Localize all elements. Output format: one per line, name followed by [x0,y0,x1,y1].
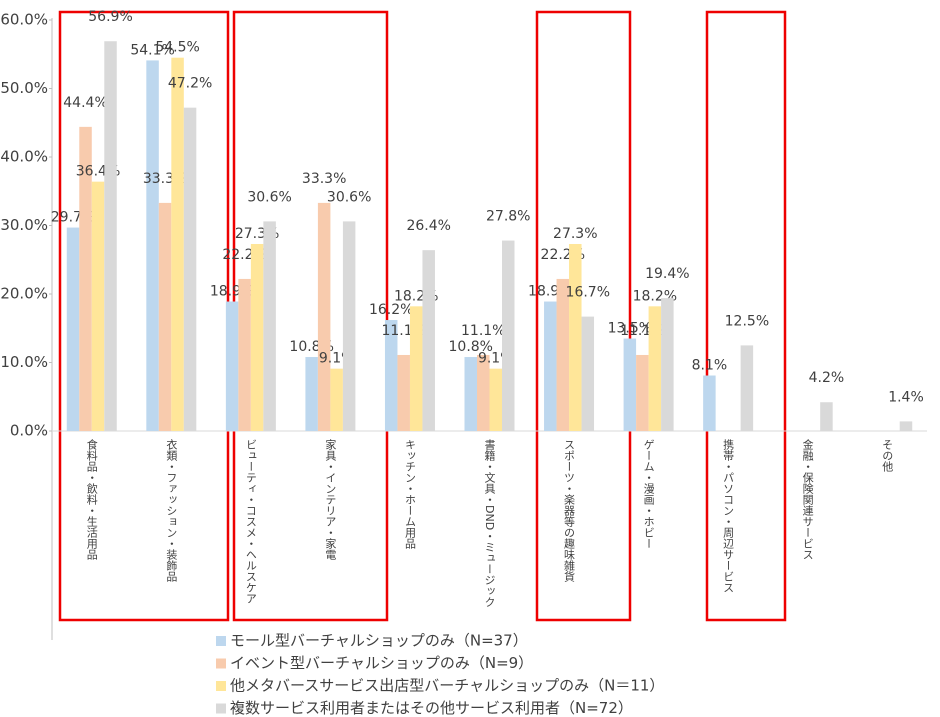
data-label: 47.2% [168,76,212,92]
bar [342,221,356,431]
bar [225,301,239,431]
bar [158,202,172,431]
data-label: 44.4% [63,95,107,111]
bar [740,345,754,431]
bar [66,227,80,431]
data-label: 30.6% [247,189,291,205]
bar [330,368,343,431]
bar [238,278,251,431]
data-label: 27.8% [486,209,530,225]
bar [422,250,435,431]
bar [899,421,913,431]
bar [544,301,557,431]
x-tick-label: 携帯・パソコン・周辺サービス [722,438,735,593]
x-tick-label: キッチン・ホーム用品 [403,439,416,549]
y-tick-label: 50.0% [0,79,48,97]
x-tick-label: 食料品・飲料・生活用品 [85,438,98,560]
x-tick-label: スポーツ・楽器等の趣味雑貨 [563,439,576,583]
x-tick-label: 家具・インテリア・家電 [324,438,337,560]
x-tick-label: その他 [881,439,894,472]
data-label: 16.2% [369,302,413,318]
bar [489,368,502,431]
data-label: 19.4% [645,266,689,282]
x-tick-label: 衣類・ファッション・装飾品 [165,438,178,582]
bar [648,306,662,431]
legend-label: イベント型バーチャルショップのみ（N=9） [230,654,533,672]
x-tick-label: ゲーム・漫画・ホビー [642,439,655,549]
bar [317,202,331,431]
bar [569,243,582,431]
legend-swatch [216,703,226,714]
bar [250,243,264,431]
bar [581,316,595,431]
y-tick-label: 30.0% [0,216,48,234]
bar [661,298,674,431]
bar [502,240,515,431]
bar [477,354,490,431]
bar [79,126,92,432]
data-label: 16.7% [566,285,610,301]
legend-swatch [216,658,226,669]
y-tick-label: 0.0% [10,422,48,440]
highlight-box [705,10,787,622]
data-label: 8.1% [692,358,728,374]
data-label: 27.3% [553,226,597,242]
bar [464,357,477,431]
data-label: 4.2% [809,370,845,386]
bar [820,402,833,431]
data-label: 10.8% [449,339,493,355]
bar [397,354,410,431]
data-label: 26.4% [406,218,450,234]
data-label: 13.5% [608,321,652,337]
bar [305,357,318,431]
bar [263,221,276,431]
data-label: 30.6% [327,189,371,205]
bar [556,278,570,431]
legend-swatch [216,681,226,691]
bar [409,306,423,431]
bar [91,181,105,431]
legend-label: 他メタバースサービス出店型バーチャルショップのみ（N＝11） [230,677,664,695]
data-label: 54.1% [130,42,174,58]
bar [623,338,637,431]
x-tick-label: ビューティ・コスメ・ヘルスケア [244,439,257,604]
bar [703,375,716,431]
bar [636,354,649,431]
bar [384,320,398,431]
data-label: 56.9% [88,9,132,25]
x-tick-label: 金融・保険関連サービス [801,438,814,560]
legend-label: モール型バーチャルショップのみ（N=37） [230,632,528,650]
bar [183,107,197,432]
data-label: 33.3% [302,171,346,187]
y-tick-label: 60.0% [0,11,48,29]
data-label: 54.5% [155,40,199,56]
x-tick-label: 書籍・文具・DND・ミュージック [483,438,496,607]
y-tick-label: 10.0% [0,353,48,371]
highlight-box [535,10,632,622]
legend-swatch [216,636,226,646]
data-label: 1.4% [888,389,924,405]
data-label: 11.1% [461,323,505,339]
bar [104,41,117,432]
data-label: 12.5% [725,313,769,329]
legend-label: 複数サービス利用者またはその他サービス利用者（N=72） [230,699,633,717]
bar [146,60,159,431]
y-tick-label: 20.0% [0,285,48,303]
bar [171,57,184,432]
y-tick-label: 40.0% [0,148,48,166]
